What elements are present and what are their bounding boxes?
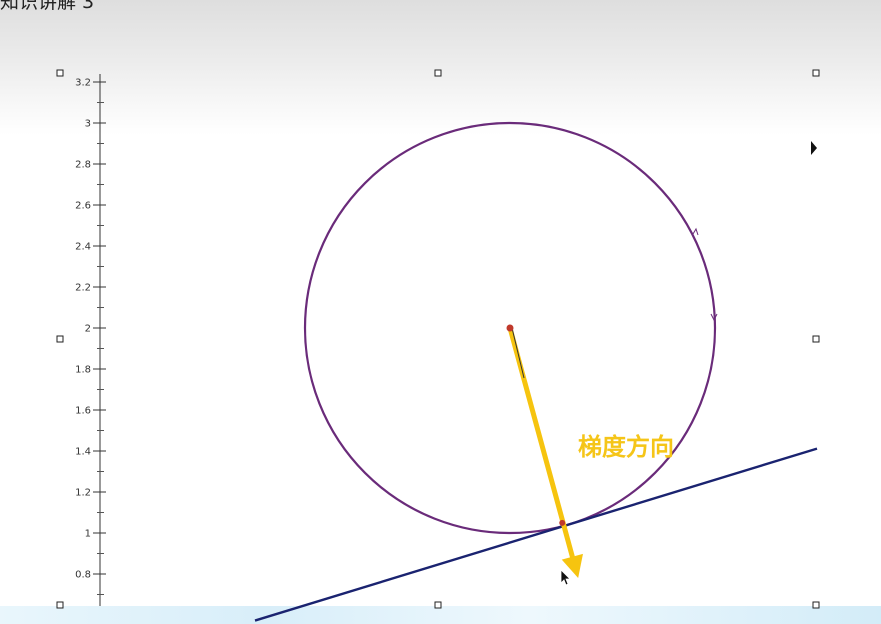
y-tick-label: 1.2 bbox=[75, 488, 91, 499]
resize-handle[interactable] bbox=[434, 69, 442, 77]
selection-handles[interactable] bbox=[56, 69, 820, 609]
resize-handle[interactable] bbox=[434, 601, 442, 609]
normal-line bbox=[511, 327, 525, 379]
gradient-direction-label: 梯度方向 bbox=[578, 433, 674, 461]
circle-arrow-mark bbox=[692, 227, 699, 236]
y-tick-label: 2.4 bbox=[75, 242, 91, 253]
gradient-vector bbox=[507, 325, 575, 560]
y-tick-label: 1 bbox=[85, 529, 91, 540]
y-tick-label: 2 bbox=[85, 324, 91, 335]
y-tick-label: 3 bbox=[85, 119, 91, 130]
slide-header-background bbox=[0, 0, 881, 135]
constraint-circle bbox=[303, 121, 717, 535]
gradient-arrowhead bbox=[561, 553, 583, 578]
y-tick-label: 1.4 bbox=[75, 447, 91, 458]
y-tick-label: 2.6 bbox=[75, 201, 91, 212]
y-tick-label: 0.8 bbox=[75, 570, 91, 581]
resize-handle[interactable] bbox=[812, 335, 820, 343]
cursor-arrow bbox=[560, 569, 571, 586]
circle-center-point bbox=[506, 324, 514, 332]
tangent-point bbox=[559, 519, 566, 526]
y-tick-label: 2.2 bbox=[75, 283, 91, 294]
edge-marker bbox=[811, 141, 817, 155]
y-tick-label: 1.8 bbox=[75, 365, 91, 376]
y-tick-label: 3.2 bbox=[75, 78, 91, 89]
diagram-shapes bbox=[254, 121, 818, 622]
circle-arrow-mark bbox=[710, 313, 718, 322]
slide-title: 知识讲解 3 bbox=[0, 0, 95, 13]
y-axis: 3.2 3 2.8 2.6 2.4 2.2 2 1.8 1.6 1.4 1.2 1 0.8 bbox=[75, 74, 106, 606]
resize-handle[interactable] bbox=[812, 69, 820, 77]
y-tick-label: 2.8 bbox=[75, 160, 91, 171]
mouse-cursor-icon bbox=[560, 569, 571, 586]
resize-handle[interactable] bbox=[56, 69, 64, 77]
resize-handle[interactable] bbox=[56, 335, 64, 343]
resize-handle[interactable] bbox=[812, 601, 820, 609]
y-tick-label: 1.6 bbox=[75, 406, 91, 417]
decorative-bottom-strip bbox=[0, 606, 881, 624]
resize-handle[interactable] bbox=[56, 601, 64, 609]
tangent-line bbox=[254, 447, 818, 622]
